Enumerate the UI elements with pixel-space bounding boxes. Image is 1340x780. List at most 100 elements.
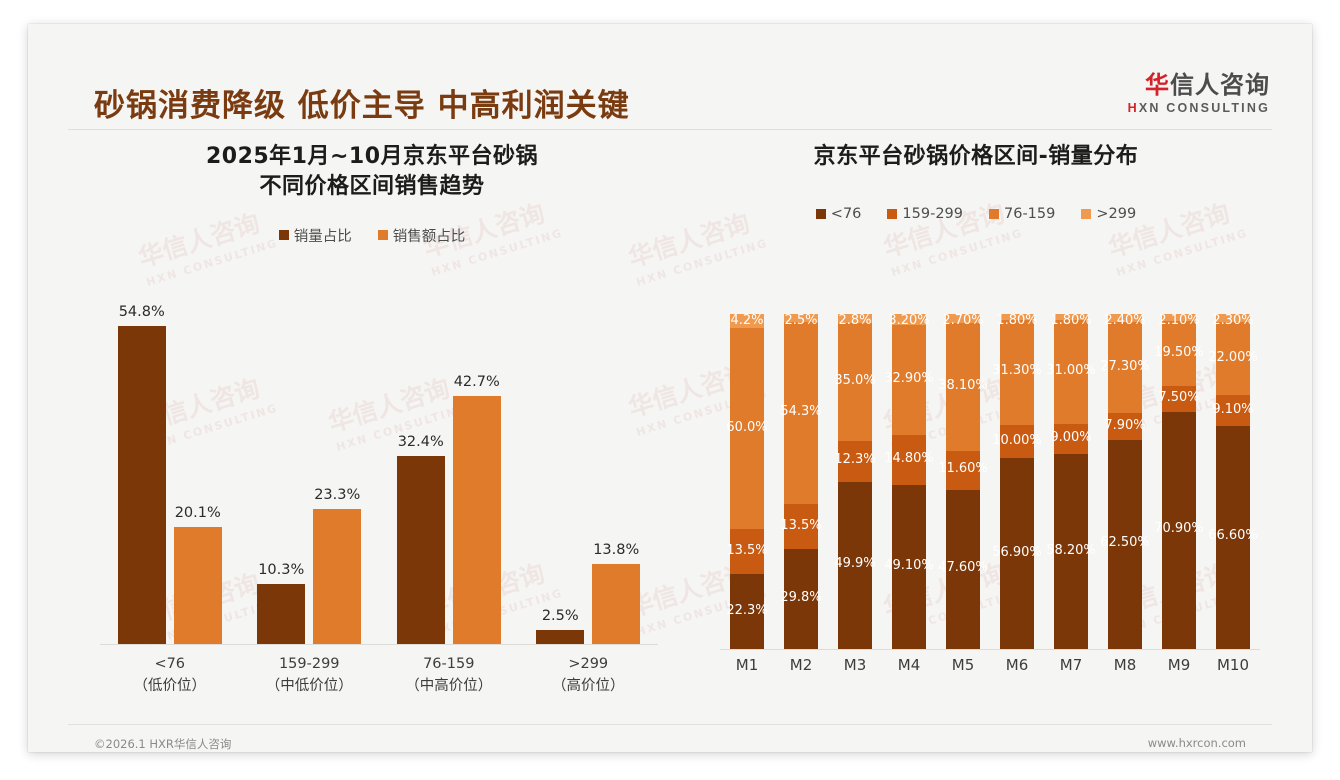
- stacked-bar-segment[interactable]: 13.5%: [726, 529, 768, 575]
- legend-swatch-icon: [989, 209, 999, 220]
- stacked-bar[interactable]: 70.90% 7.50% 19.50% 2.10%: [1154, 314, 1204, 649]
- category-label: M2: [789, 656, 813, 674]
- stacked-bar-column: 49.9% 12.3% 35.0% 2.8%: [828, 314, 882, 649]
- legend-item[interactable]: <76: [815, 206, 861, 222]
- right-chart-axis-line: [720, 649, 1260, 650]
- legend-item[interactable]: >299: [1081, 206, 1136, 222]
- segment-value-label: 14.80%: [884, 450, 934, 466]
- stacked-bar[interactable]: 29.8% 13.5% 54.3% 2.5%: [780, 314, 822, 649]
- stacked-bar-segment[interactable]: 2.30%: [1212, 314, 1253, 328]
- footer-divider: [68, 724, 1272, 725]
- category-label: >299 （高价位）: [519, 654, 659, 698]
- segment-value-label: 31.30%: [992, 363, 1042, 379]
- stacked-bar-segment[interactable]: 1.80%: [1050, 314, 1091, 328]
- category-label: 76-159 （中高价位）: [379, 654, 519, 698]
- stacked-bar-segment[interactable]: 49.9%: [834, 481, 876, 649]
- bar-fill: [536, 629, 585, 644]
- bar-value-label: 23.3%: [314, 486, 361, 503]
- left-chart-legend: 销量占比 销售额占比: [72, 225, 672, 246]
- category-label: M1: [735, 656, 759, 674]
- stacked-bar-column: 70.90% 7.50% 19.50% 2.10%: [1152, 314, 1206, 649]
- legend-label: 76-159: [1004, 206, 1056, 223]
- stacked-bar-segment[interactable]: 31.30%: [992, 320, 1042, 425]
- segment-value-label: 60.0%: [726, 419, 768, 435]
- stacked-bar-segment[interactable]: 60.0%: [726, 328, 768, 530]
- stacked-bar-column: 62.50% 7.90% 27.30% 2.40%: [1098, 314, 1152, 649]
- stacked-bar-segment[interactable]: 10.00%: [992, 424, 1042, 459]
- bar-group: 54.8% 20.1%: [100, 296, 240, 644]
- logo-chars-rest: 信人咨询: [1170, 71, 1270, 99]
- category-label: M10: [1216, 656, 1250, 674]
- stacked-bar-segment[interactable]: 62.50%: [1100, 439, 1150, 649]
- logo-en-h: H: [1127, 101, 1139, 116]
- stacked-bar-segment[interactable]: 2.70%: [942, 314, 983, 328]
- left-chart-panel: 2025年1月~10月京东平台砂锅 不同价格区间销售趋势 销量占比 销售额占比 5…: [72, 142, 672, 707]
- logo-en-rest: XN CONSULTING: [1138, 101, 1270, 116]
- stacked-bar-segment[interactable]: 38.10%: [938, 323, 988, 451]
- bar[interactable]: 13.8%: [592, 542, 641, 644]
- left-chart-title-line2: 不同价格区间销售趋势: [259, 174, 485, 200]
- stacked-bar-segment[interactable]: 29.8%: [780, 549, 822, 649]
- stacked-bar-segment[interactable]: 11.60%: [938, 450, 988, 490]
- bar[interactable]: 32.4%: [396, 434, 445, 644]
- stacked-bar-segment[interactable]: 7.90%: [1104, 413, 1146, 440]
- legend-item[interactable]: 159-299: [887, 206, 963, 222]
- stacked-bar-segment[interactable]: 9.00%: [1050, 423, 1092, 455]
- stacked-bar[interactable]: 58.20% 9.00% 31.00% 1.80%: [1046, 314, 1096, 649]
- legend-item[interactable]: 76-159: [989, 206, 1055, 222]
- stacked-bar-segment[interactable]: 2.5%: [784, 314, 818, 328]
- stacked-bar-segment[interactable]: 2.10%: [1158, 314, 1199, 328]
- stacked-bar-segment[interactable]: 3.20%: [888, 314, 929, 328]
- bar[interactable]: 42.7%: [452, 374, 501, 644]
- stacked-bar[interactable]: 56.90% 10.00% 31.30% 1.80%: [992, 314, 1042, 649]
- stacked-bar[interactable]: 62.50% 7.90% 27.30% 2.40%: [1100, 314, 1150, 649]
- stacked-bar[interactable]: 22.3% 13.5% 60.0% 4.2%: [726, 314, 768, 649]
- stacked-bar-segment[interactable]: 54.3%: [780, 322, 822, 505]
- stacked-bar-segment[interactable]: 2.8%: [838, 314, 872, 328]
- legend-item[interactable]: 销量占比: [278, 225, 352, 246]
- stacked-bar-segment[interactable]: 58.20%: [1046, 454, 1096, 649]
- segment-value-label: 62.50%: [1100, 535, 1150, 551]
- stacked-bar-segment[interactable]: 12.3%: [834, 440, 876, 482]
- stacked-bar-segment[interactable]: 4.2%: [730, 314, 764, 329]
- bar[interactable]: 23.3%: [313, 487, 362, 644]
- stacked-bar[interactable]: 47.60% 11.60% 38.10% 2.70%: [938, 314, 988, 649]
- legend-label: 销售额占比: [392, 228, 466, 245]
- stacked-bar-segment[interactable]: 19.50%: [1154, 321, 1204, 387]
- category-label-main: 159-299: [278, 656, 340, 672]
- bar-fill: [396, 456, 445, 644]
- stacked-bar-segment[interactable]: 7.50%: [1158, 386, 1200, 412]
- category-label: 159-299 （中低价位）: [240, 654, 380, 698]
- bar[interactable]: 2.5%: [536, 608, 585, 644]
- bar[interactable]: 54.8%: [117, 304, 166, 644]
- segment-value-label: 13.5%: [780, 517, 822, 533]
- stacked-bar-segment[interactable]: 14.80%: [884, 434, 934, 485]
- segment-value-label: 22.00%: [1208, 349, 1258, 365]
- legend-swatch-icon: [377, 230, 388, 241]
- stacked-bar-segment[interactable]: 22.3%: [726, 574, 768, 649]
- stacked-bar-segment[interactable]: 35.0%: [834, 323, 876, 441]
- stacked-bar-segment[interactable]: 66.60%: [1208, 425, 1258, 649]
- stacked-bar-segment[interactable]: 1.80%: [996, 314, 1037, 328]
- stacked-bar-segment[interactable]: 70.90%: [1154, 411, 1204, 649]
- stacked-bar-segment[interactable]: 31.00%: [1046, 320, 1096, 424]
- stacked-bar-segment[interactable]: 27.30%: [1100, 322, 1150, 414]
- stacked-bar-segment[interactable]: 49.10%: [884, 484, 934, 649]
- slide-canvas: 砂锅消费降级 低价主导 中高利润关键 华信人咨询 HXN CONSULTING …: [28, 24, 1312, 752]
- stacked-bar-segment[interactable]: 22.00%: [1208, 321, 1258, 396]
- stacked-bar[interactable]: 49.9% 12.3% 35.0% 2.8%: [834, 314, 876, 649]
- legend-item[interactable]: 销售额占比: [377, 225, 466, 246]
- stacked-bar-segment[interactable]: 9.10%: [1212, 395, 1254, 426]
- segment-value-label: 2.10%: [1158, 314, 1200, 329]
- stacked-bar-segment[interactable]: 13.5%: [780, 504, 822, 550]
- bar-value-label: 32.4%: [397, 434, 444, 451]
- stacked-bar-segment[interactable]: 56.90%: [992, 458, 1042, 649]
- bar[interactable]: 10.3%: [257, 562, 306, 644]
- stacked-bar[interactable]: 66.60% 9.10% 22.00% 2.30%: [1208, 314, 1258, 649]
- logo-english: HXN CONSULTING: [1128, 101, 1270, 115]
- stacked-bar-segment[interactable]: 2.40%: [1104, 314, 1146, 328]
- stacked-bar[interactable]: 49.10% 14.80% 32.90% 3.20%: [884, 314, 934, 649]
- bar[interactable]: 20.1%: [173, 505, 222, 644]
- stacked-bar-segment[interactable]: 32.90%: [884, 324, 934, 435]
- stacked-bar-segment[interactable]: 47.60%: [938, 489, 988, 649]
